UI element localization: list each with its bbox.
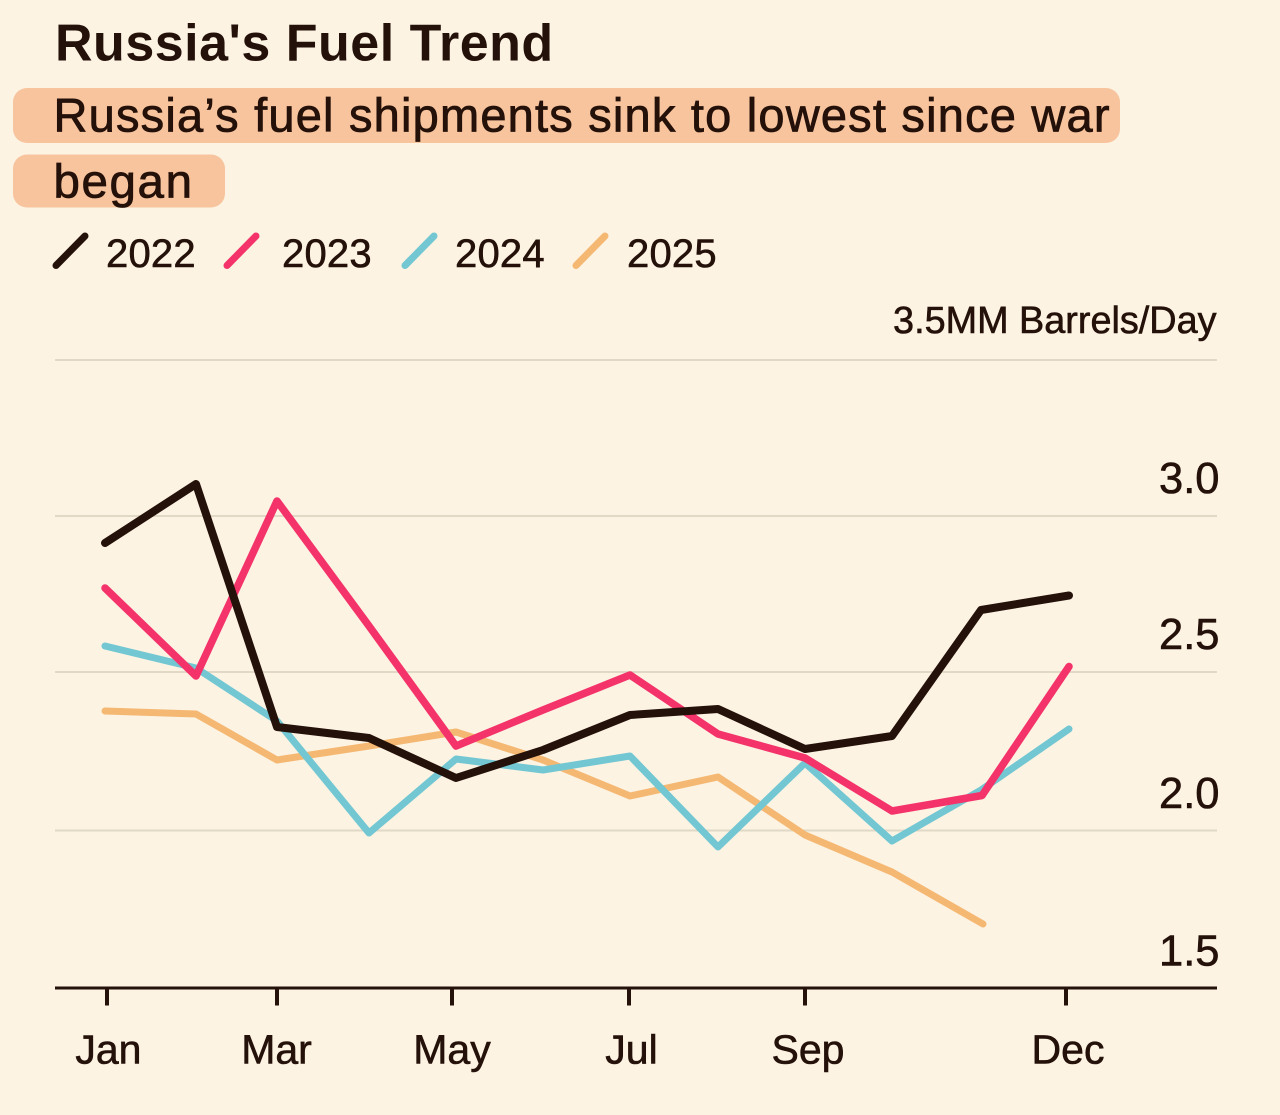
svg-text:2023: 2023	[282, 232, 372, 276]
svg-text:began: began	[54, 156, 194, 209]
svg-text:2022: 2022	[106, 232, 196, 276]
svg-text:1.5: 1.5	[1159, 928, 1219, 976]
svg-text:2.5: 2.5	[1159, 611, 1219, 659]
svg-text:3.5MM Barrels/Day: 3.5MM Barrels/Day	[893, 300, 1217, 342]
svg-text:Russia’s fuel shipments sink t: Russia’s fuel shipments sink to lowest s…	[54, 89, 1111, 142]
svg-text:Sep: Sep	[772, 1027, 845, 1073]
svg-text:Jan: Jan	[75, 1027, 141, 1073]
svg-text:2.0: 2.0	[1159, 770, 1219, 818]
svg-text:May: May	[413, 1027, 491, 1073]
svg-text:Dec: Dec	[1032, 1027, 1105, 1073]
svg-text:2024: 2024	[455, 232, 545, 276]
svg-text:Jul: Jul	[605, 1027, 657, 1073]
svg-text:Mar: Mar	[241, 1027, 312, 1073]
svg-text:Russia's Fuel Trend: Russia's Fuel Trend	[55, 15, 554, 73]
svg-text:3.0: 3.0	[1159, 455, 1219, 503]
svg-text:2025: 2025	[627, 232, 717, 276]
